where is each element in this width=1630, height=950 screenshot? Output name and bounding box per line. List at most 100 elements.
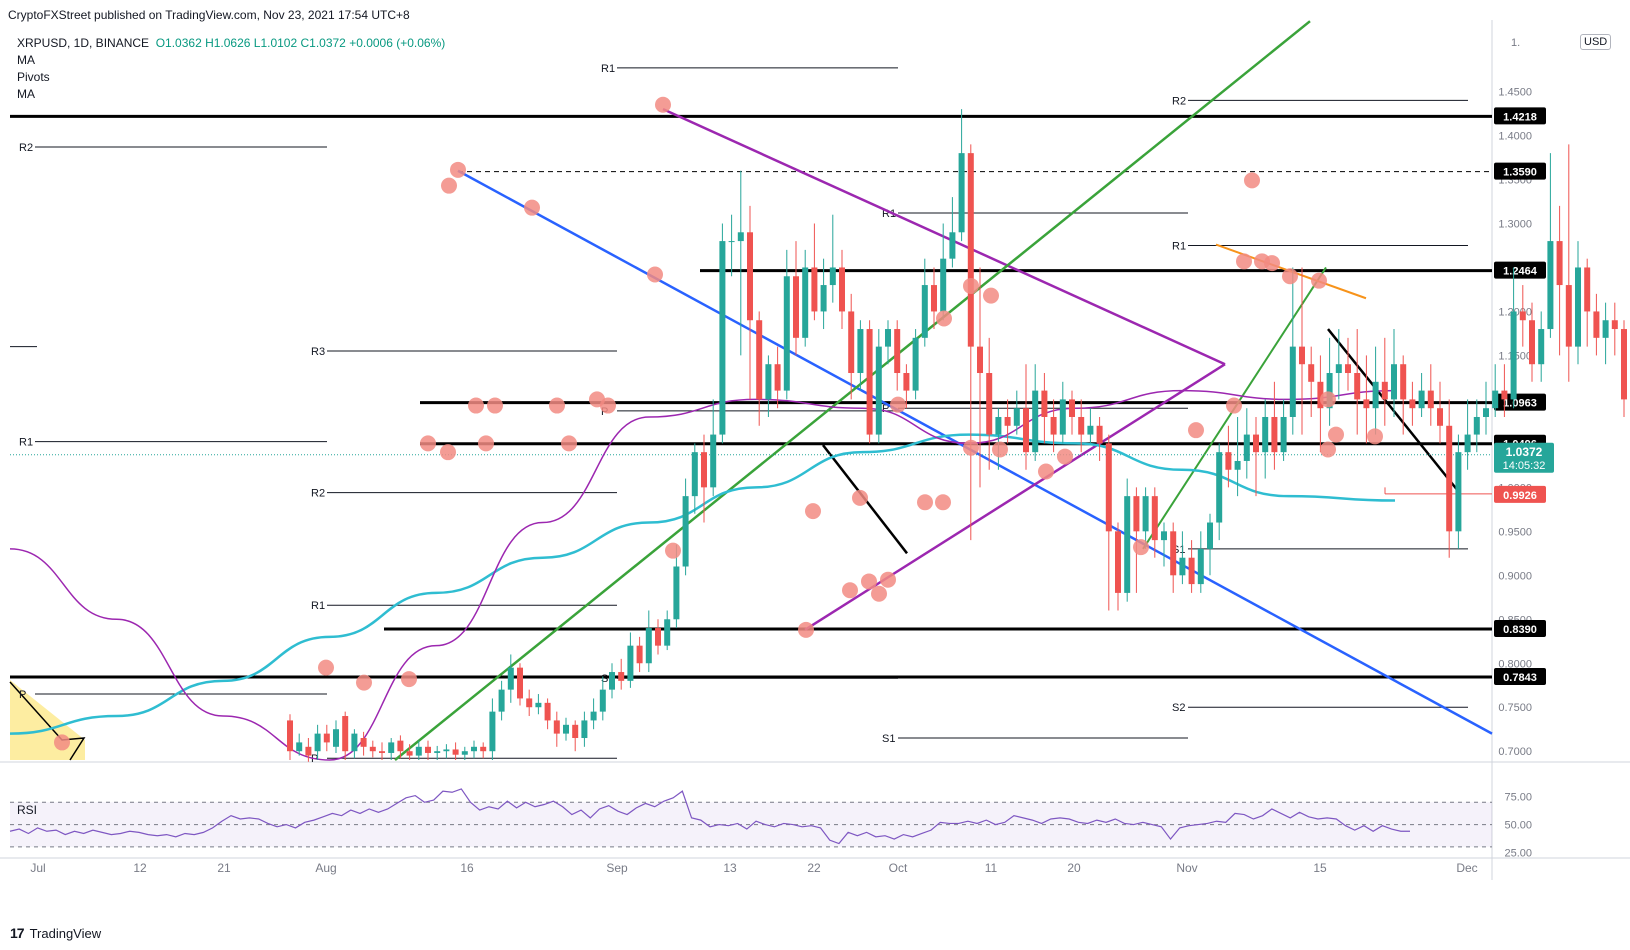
candle-body bbox=[287, 720, 293, 752]
time-tick-label[interactable]: Aug bbox=[315, 861, 336, 875]
touch-point-marker bbox=[441, 177, 457, 194]
candle-body bbox=[1188, 557, 1195, 585]
candle-body bbox=[1354, 373, 1361, 400]
time-tick-label[interactable]: Sep bbox=[606, 861, 628, 875]
candle-body bbox=[1326, 373, 1333, 409]
indicator-pivots[interactable]: Pivots bbox=[17, 70, 50, 84]
candle-body bbox=[627, 645, 634, 681]
candle-body bbox=[719, 241, 726, 435]
candle-body bbox=[1280, 416, 1287, 453]
candle-body bbox=[940, 258, 947, 312]
candle-body bbox=[609, 672, 615, 690]
candle-body bbox=[1197, 548, 1204, 585]
time-tick-label[interactable]: 12 bbox=[133, 861, 147, 875]
candle-body bbox=[452, 749, 459, 755]
candle-body bbox=[1611, 320, 1618, 330]
time-tick-label[interactable]: Nov bbox=[1176, 861, 1197, 875]
indicator-ma-2[interactable]: MA bbox=[17, 87, 35, 101]
time-tick-label[interactable]: Dec bbox=[1456, 861, 1477, 875]
pivot-label: P bbox=[19, 689, 26, 701]
candle-body bbox=[388, 742, 395, 753]
candle-body bbox=[1299, 346, 1305, 365]
candle-body bbox=[360, 738, 367, 747]
candle-body bbox=[1170, 531, 1177, 576]
candle-body bbox=[1087, 425, 1094, 435]
candle-body bbox=[489, 711, 496, 752]
candle-body bbox=[1023, 408, 1029, 453]
touch-point-marker bbox=[561, 435, 577, 452]
candle-body bbox=[1427, 390, 1434, 409]
level-label-box bbox=[1494, 261, 1546, 279]
candle-body bbox=[581, 720, 588, 739]
rsi-tick-label: 50.00 bbox=[1504, 820, 1532, 832]
price-tick-label: 1.4500 bbox=[1498, 87, 1532, 99]
candle-body bbox=[1381, 381, 1388, 400]
time-tick-label[interactable]: 15 bbox=[1313, 861, 1327, 875]
touch-point-marker bbox=[1188, 422, 1204, 439]
current-price-box bbox=[1494, 442, 1554, 473]
touch-point-marker bbox=[1311, 272, 1327, 289]
touch-point-marker bbox=[487, 397, 503, 414]
candle-body bbox=[461, 751, 468, 755]
candle-body bbox=[1133, 496, 1140, 532]
level-label: 0.8390 bbox=[1503, 624, 1537, 636]
currency-selector[interactable]: USD bbox=[1580, 34, 1612, 50]
candle-body bbox=[535, 702, 542, 708]
time-tick-label[interactable]: 20 bbox=[1067, 861, 1081, 875]
candle-body bbox=[544, 702, 551, 721]
candle-body bbox=[305, 746, 312, 756]
black-down-trend bbox=[1327, 328, 1459, 492]
candle-body bbox=[986, 373, 993, 435]
candle-body bbox=[1317, 381, 1324, 409]
touch-point-marker bbox=[1320, 391, 1336, 408]
touch-point-marker bbox=[600, 397, 616, 414]
time-tick-label[interactable]: Oct bbox=[889, 861, 908, 875]
candle-body bbox=[1556, 241, 1563, 286]
candle-body bbox=[296, 742, 303, 752]
rsi-tick-label: 75.00 bbox=[1504, 792, 1532, 804]
time-tick-label[interactable]: 13 bbox=[723, 861, 737, 875]
touch-point-marker bbox=[1133, 539, 1149, 556]
time-tick-label[interactable]: 16 bbox=[460, 861, 474, 875]
candle-body bbox=[802, 267, 809, 338]
candle-body bbox=[1078, 416, 1085, 435]
touch-point-marker bbox=[478, 435, 494, 452]
candle-body bbox=[1225, 452, 1232, 470]
candle-body bbox=[1529, 320, 1535, 365]
time-tick-label[interactable]: Jul bbox=[30, 861, 45, 875]
candle-body bbox=[774, 364, 781, 391]
candle-body bbox=[765, 364, 772, 400]
touch-point-marker bbox=[861, 573, 877, 590]
candle-body bbox=[351, 733, 358, 752]
pivot-label: P bbox=[882, 403, 889, 415]
symbol-label[interactable]: XRPUSD, 1D, BINANCE bbox=[17, 36, 150, 50]
indicator-ma-1[interactable]: MA bbox=[17, 53, 35, 67]
candle-body bbox=[443, 749, 450, 752]
candle-body bbox=[369, 746, 376, 752]
price-tick-label: 0.7000 bbox=[1498, 746, 1532, 758]
candle-body bbox=[1409, 399, 1416, 409]
candle-body bbox=[921, 285, 928, 338]
candle-body bbox=[967, 153, 974, 347]
time-tick-label[interactable]: 21 bbox=[217, 861, 231, 875]
touch-point-marker bbox=[1264, 255, 1280, 272]
tradingview-logo[interactable]: 17 TradingView bbox=[10, 925, 101, 941]
level-label-box bbox=[1494, 668, 1546, 686]
candle-body bbox=[1234, 460, 1241, 470]
candle-body bbox=[1565, 285, 1572, 347]
time-tick-label[interactable]: 22 bbox=[807, 861, 821, 875]
touch-point-marker bbox=[1320, 441, 1336, 458]
touch-point-marker bbox=[917, 494, 933, 511]
ma-cyan-line bbox=[9, 433, 1396, 735]
green-trend-line bbox=[394, 20, 1311, 761]
time-tick-label[interactable]: 11 bbox=[985, 861, 998, 875]
touch-point-marker bbox=[1367, 428, 1383, 445]
candle-body bbox=[1593, 311, 1600, 338]
candle-body bbox=[333, 729, 339, 747]
candle-body bbox=[1105, 443, 1112, 532]
candle-body bbox=[866, 329, 873, 435]
candle-body bbox=[379, 751, 385, 753]
tradingview-mark-icon: 17 bbox=[10, 925, 25, 941]
price-tick-label: 1.3000 bbox=[1498, 218, 1532, 230]
